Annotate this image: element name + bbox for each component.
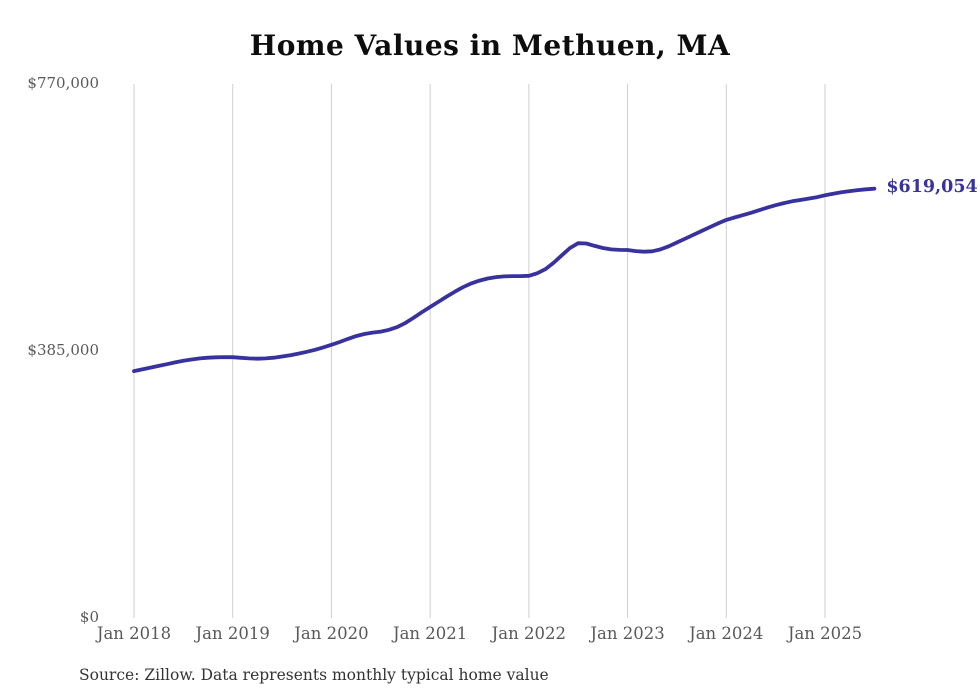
y-axis-tick-label: $385,000 <box>27 341 99 359</box>
x-axis-tick-label: Jan 2019 <box>195 624 270 643</box>
x-axis-tick-label: Jan 2025 <box>787 624 863 643</box>
x-axis-tick-label: Jan 2020 <box>294 624 369 643</box>
x-axis-tick-label: Jan 2022 <box>491 624 566 643</box>
latest-value-label: $619,054 <box>886 176 978 197</box>
chart-title: Home Values in Methuen, MA <box>249 29 731 62</box>
source-note: Source: Zillow. Data represents monthly … <box>79 666 549 684</box>
home-value-line <box>132 186 877 373</box>
y-axis-tick-label: $0 <box>79 608 99 626</box>
x-axis-tick-label: Jan 2018 <box>96 624 172 643</box>
x-axis-tick-label: Jan 2021 <box>392 624 468 643</box>
x-axis-tick-label: Jan 2024 <box>689 624 764 643</box>
y-axis-tick-label: $770,000 <box>27 74 99 92</box>
x-axis-tick-label: Jan 2023 <box>590 624 665 643</box>
